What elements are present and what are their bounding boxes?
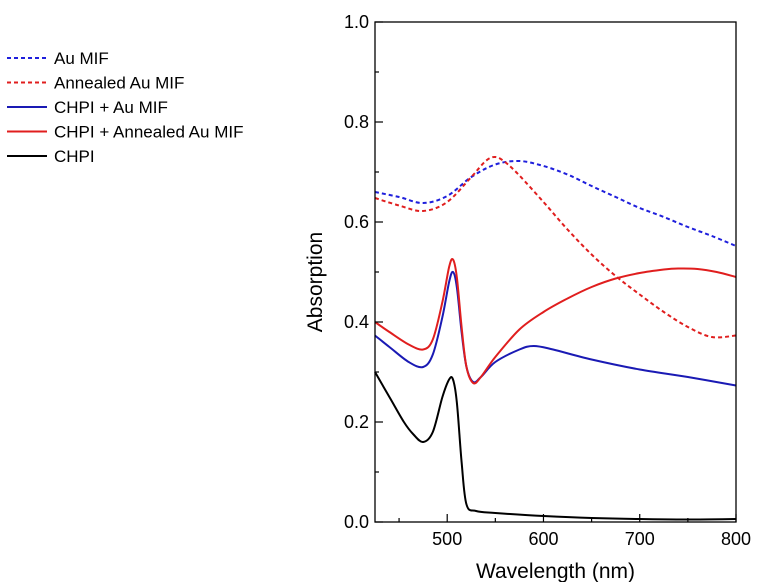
y-axis-title: Absorption (304, 232, 327, 332)
series-line-annealed-au-mif (374, 155, 737, 339)
x-axis-title: Wavelength (nm) (476, 560, 635, 582)
plot-series (374, 155, 737, 521)
y-tick-label: 0.2 (344, 412, 369, 432)
x-tick-label: 700 (625, 529, 655, 549)
y-tick-label: 1.0 (344, 12, 369, 32)
y-axis: 0.0 0.2 0.4 0.6 0.8 1.0 (344, 12, 383, 532)
series-line-chpi (374, 371, 737, 521)
legend-label-chpi: CHPI (54, 147, 95, 166)
x-tick-label: 600 (528, 529, 558, 549)
x-axis: 500 600 700 800 (398, 514, 751, 549)
series-line-chpi-annealed-au-mif (374, 257, 737, 385)
y-tick-label: 0.4 (344, 312, 369, 332)
plot-frame (374, 21, 737, 523)
y-tick-label: 0.0 (344, 512, 369, 532)
legend: Au MIF Annealed Au MIF CHPI + Au MIF CHPI +… (7, 49, 243, 166)
y-tick-label: 0.8 (344, 112, 369, 132)
series-line-chpi-au-mif (374, 270, 737, 387)
y-tick-label: 0.6 (344, 212, 369, 232)
legend-label-chpi-au-mif: CHPI + Au MIF (54, 98, 168, 117)
legend-label-annealed-au-mif: Annealed Au MIF (54, 74, 184, 93)
x-tick-label: 800 (721, 529, 751, 549)
legend-label-au-mif: Au MIF (54, 49, 109, 68)
legend-label-chpi-annealed-au-mif: CHPI + Annealed Au MIF (54, 123, 243, 142)
series-line-au-mif (374, 159, 737, 247)
x-tick-label: 500 (432, 529, 462, 549)
